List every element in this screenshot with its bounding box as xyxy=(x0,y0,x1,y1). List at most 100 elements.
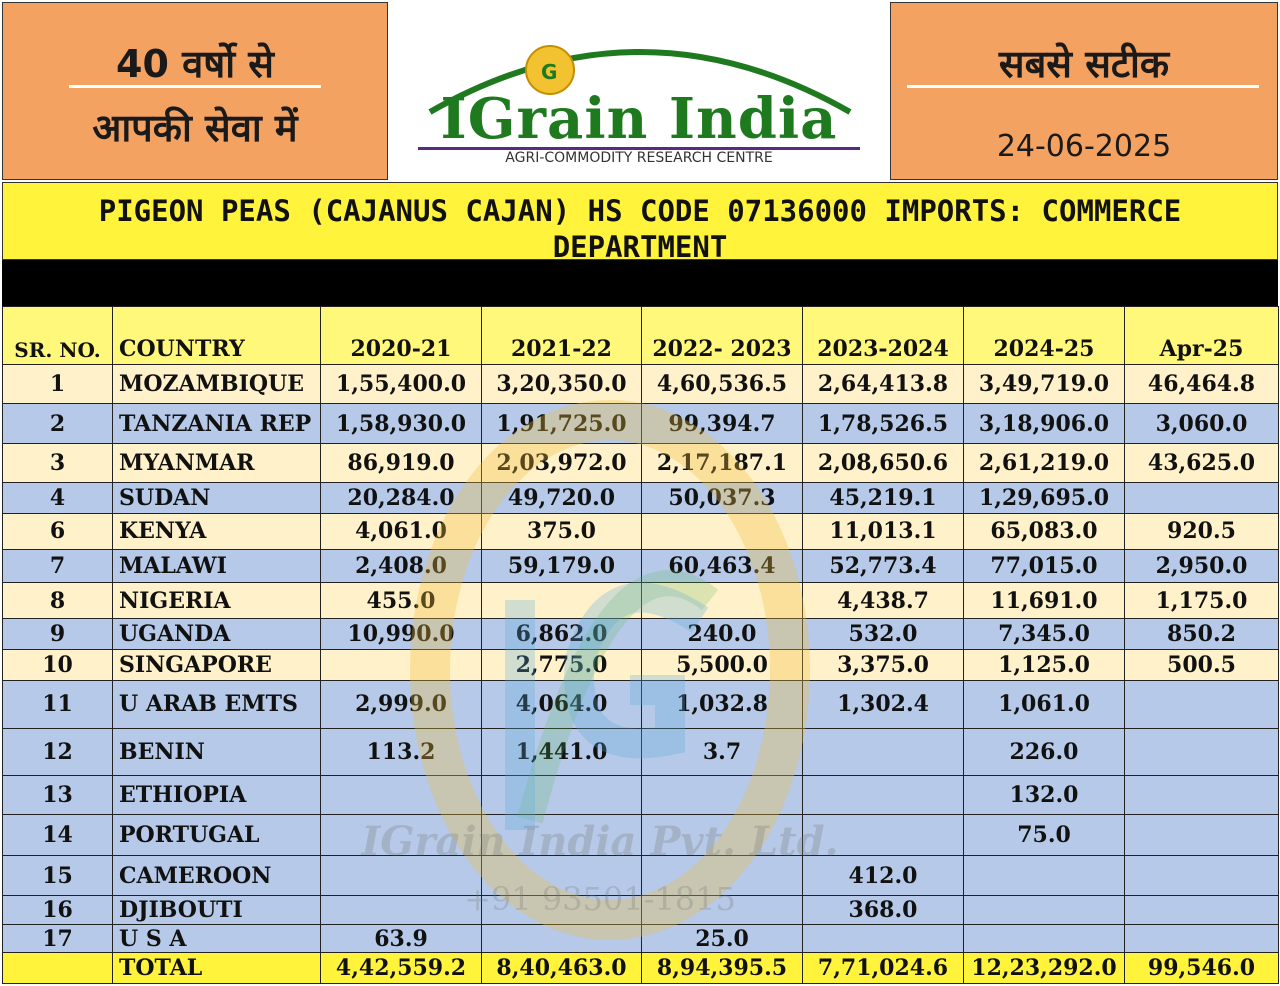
import-value-cell: 45,219.1 xyxy=(802,482,964,514)
serial-number-cell: 12 xyxy=(2,728,113,777)
import-value-cell xyxy=(641,813,803,856)
import-value-cell: 1,441.0 xyxy=(481,728,642,777)
import-value-cell: 2,03,972.0 xyxy=(481,443,642,484)
table-row: 1 MOZAMBIQUE 1,55,400.0 3,20,350.0 4,60,536.… xyxy=(2,364,1279,404)
import-value-cell: 368.0 xyxy=(802,895,964,925)
import-value-cell: 1,125.0 xyxy=(963,649,1125,681)
import-value-cell: 25.0 xyxy=(641,923,803,954)
import-value-cell: 226.0 xyxy=(963,728,1125,777)
import-value-cell xyxy=(802,728,964,777)
import-value-cell xyxy=(320,813,482,856)
import-value-cell xyxy=(802,775,964,815)
serial-number-cell: 16 xyxy=(2,895,113,925)
import-value-cell: 7,345.0 xyxy=(963,618,1125,651)
total-value-cell: 8,40,463.0 xyxy=(481,952,642,984)
tagline-panel-right: सबसे सटीक 24-06-2025 xyxy=(890,2,1278,180)
serial-number-cell: 11 xyxy=(2,679,113,730)
import-value-cell xyxy=(641,775,803,815)
import-value-cell: 4,60,536.5 xyxy=(641,364,803,404)
import-value-cell xyxy=(320,775,482,815)
table-body: 1 MOZAMBIQUE 1,55,400.0 3,20,350.0 4,60,536.… xyxy=(2,364,1279,984)
serial-number-cell: 10 xyxy=(2,649,113,681)
import-value-cell: 77,015.0 xyxy=(963,549,1125,583)
import-value-cell: 1,061.0 xyxy=(963,679,1125,730)
table-row: 9 UGANDA 10,990.0 6,862.0 240.0 532.0 7,345.0 8… xyxy=(2,618,1279,651)
import-value-cell xyxy=(641,895,803,925)
country-cell: MALAWI xyxy=(112,549,321,583)
import-value-cell xyxy=(1124,923,1279,954)
country-cell: DJIBOUTI xyxy=(112,895,321,925)
import-value-cell: 3,49,719.0 xyxy=(963,364,1125,404)
logo-wordmark: IGrain India xyxy=(440,86,838,152)
imports-table: SR. NO. COUNTRY 2020-21 2021-22 2022- 20… xyxy=(2,306,1279,984)
import-value-cell: 4,064.0 xyxy=(481,679,642,730)
table-header-row: SR. NO. COUNTRY 2020-21 2021-22 2022- 20… xyxy=(2,306,1279,365)
import-value-cell: 3,18,906.0 xyxy=(963,402,1125,445)
table-row: 7 MALAWI 2,408.0 59,179.0 60,463.4 52,773.4 77… xyxy=(2,549,1279,583)
serial-number-cell: 9 xyxy=(2,618,113,651)
import-value-cell xyxy=(481,923,642,954)
import-value-cell: 2,61,219.0 xyxy=(963,443,1125,484)
import-value-cell: 50,037.3 xyxy=(641,482,803,514)
table-row: 17 U S A 63.9 25.0 xyxy=(2,923,1279,954)
import-value-cell xyxy=(641,581,803,620)
table-row: 2 TANZANIA REP 1,58,930.0 1,91,725.0 99,394.… xyxy=(2,402,1279,445)
serial-number-cell: 4 xyxy=(2,482,113,514)
separator-band xyxy=(2,260,1278,306)
import-value-cell: 2,999.0 xyxy=(320,679,482,730)
table-row: 6 KENYA 4,061.0 375.0 11,013.1 65,083.0 920.5 xyxy=(2,512,1279,551)
table-row: 16 DJIBOUTI 368.0 xyxy=(2,895,1279,925)
import-value-cell: 2,950.0 xyxy=(1124,549,1279,583)
serial-number-cell: 13 xyxy=(2,775,113,815)
country-cell: MYANMAR xyxy=(112,443,321,484)
import-value-cell: 4,061.0 xyxy=(320,512,482,551)
table-row: 15 CAMEROON 412.0 xyxy=(2,854,1279,897)
import-value-cell xyxy=(1124,813,1279,856)
import-value-cell: 43,625.0 xyxy=(1124,443,1279,484)
import-value-cell: 4,438.7 xyxy=(802,581,964,620)
import-value-cell xyxy=(641,854,803,897)
import-value-cell xyxy=(320,854,482,897)
import-value-cell xyxy=(1124,728,1279,777)
total-row: TOTAL 4,42,559.2 8,40,463.0 8,94,395.5 7,71,… xyxy=(2,952,1279,984)
import-value-cell: 455.0 xyxy=(320,581,482,620)
import-value-cell: 1,302.4 xyxy=(802,679,964,730)
import-value-cell: 59,179.0 xyxy=(481,549,642,583)
total-value-cell: 7,71,024.6 xyxy=(802,952,964,984)
import-value-cell xyxy=(481,581,642,620)
table-row: 4 SUDAN 20,284.0 49,720.0 50,037.3 45,219.1 1,… xyxy=(2,482,1279,514)
total-value-cell: 99,546.0 xyxy=(1124,952,1279,984)
serial-number-cell: 7 xyxy=(2,549,113,583)
import-value-cell: 240.0 xyxy=(641,618,803,651)
tagline-accurate: सबसे सटीक xyxy=(998,42,1170,86)
import-value-cell: 132.0 xyxy=(963,775,1125,815)
ig-grain-logo-icon: G xyxy=(428,45,852,115)
import-value-cell: 3,20,350.0 xyxy=(481,364,642,404)
report-title-line1: PIGEON PEAS (CAJANUS CAJAN) HS CODE 0713… xyxy=(98,194,1182,228)
import-value-cell: 2,775.0 xyxy=(481,649,642,681)
serial-number-cell: 6 xyxy=(2,512,113,551)
country-cell: UGANDA xyxy=(112,618,321,651)
column-header: 2020-21 xyxy=(320,306,482,365)
import-value-cell: 1,91,725.0 xyxy=(481,402,642,445)
table-row: 8 NIGERIA 455.0 4,438.7 11,691.0 1,175.0 xyxy=(2,581,1279,620)
import-value-cell: 11,013.1 xyxy=(802,512,964,551)
import-value-cell: 20,284.0 xyxy=(320,482,482,514)
import-value-cell: 99,394.7 xyxy=(641,402,803,445)
serial-number-cell: 1 xyxy=(2,364,113,404)
import-value-cell: 3,060.0 xyxy=(1124,402,1279,445)
tagline-years: 40 वर्षो से xyxy=(116,42,274,86)
table-row: 13 ETHIOPIA 132.0 xyxy=(2,775,1279,815)
import-value-cell: 412.0 xyxy=(802,854,964,897)
import-value-cell xyxy=(641,512,803,551)
import-value-cell xyxy=(1124,854,1279,897)
header: 40 वर्षो से आपकी सेवा में G IGrain India… xyxy=(0,0,1280,182)
import-value-cell: 60,463.4 xyxy=(641,549,803,583)
country-cell: NIGERIA xyxy=(112,581,321,620)
import-value-cell: 5,500.0 xyxy=(641,649,803,681)
country-cell: PORTUGAL xyxy=(112,813,321,856)
import-value-cell: 75.0 xyxy=(963,813,1125,856)
import-value-cell: 49,720.0 xyxy=(481,482,642,514)
serial-number-cell: 17 xyxy=(2,923,113,954)
total-value-cell xyxy=(2,952,113,984)
